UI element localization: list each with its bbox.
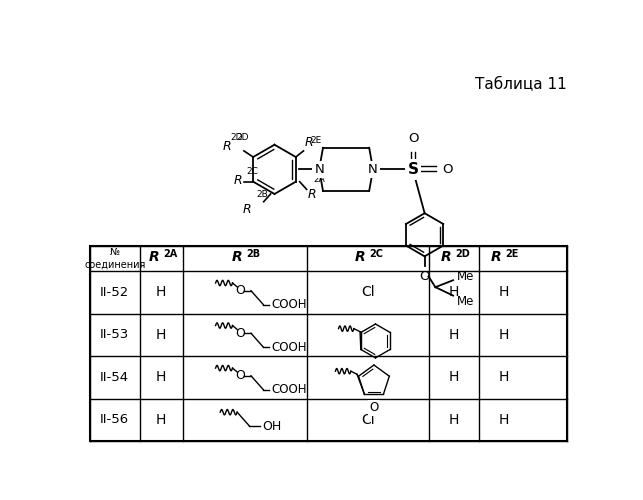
- Text: R: R: [232, 250, 242, 264]
- Text: S: S: [408, 162, 419, 177]
- Text: H: H: [449, 328, 459, 342]
- Text: №
соединения: № соединения: [84, 248, 145, 270]
- Text: R: R: [234, 174, 242, 186]
- Text: 2C: 2C: [246, 168, 258, 176]
- Text: R: R: [491, 250, 502, 264]
- Text: O: O: [235, 284, 245, 297]
- Text: 2D: 2D: [236, 134, 249, 142]
- Text: R: R: [149, 250, 159, 264]
- Text: 2D: 2D: [455, 249, 470, 259]
- Text: H: H: [498, 413, 509, 427]
- Text: 2A: 2A: [314, 175, 325, 184]
- Text: II-53: II-53: [100, 328, 129, 342]
- Text: Таблица 11: Таблица 11: [475, 77, 567, 92]
- Text: H: H: [449, 413, 459, 427]
- Text: 2E: 2E: [505, 249, 519, 259]
- Text: Cl: Cl: [361, 413, 375, 427]
- Text: R: R: [223, 140, 231, 152]
- Text: COOH: COOH: [271, 340, 307, 353]
- Text: O: O: [235, 327, 245, 340]
- Text: H: H: [449, 286, 459, 300]
- Text: II-52: II-52: [100, 286, 129, 299]
- Text: O: O: [419, 270, 430, 283]
- Text: R: R: [243, 203, 251, 216]
- Text: 2B: 2B: [246, 249, 260, 259]
- Text: H: H: [498, 286, 509, 300]
- Text: H: H: [156, 413, 167, 427]
- Text: H: H: [156, 370, 167, 384]
- Text: 2E: 2E: [311, 136, 322, 145]
- Text: COOH: COOH: [271, 383, 307, 396]
- Text: O: O: [442, 163, 453, 176]
- Text: R: R: [440, 250, 451, 264]
- Text: 2A: 2A: [163, 249, 177, 259]
- Text: R: R: [307, 188, 316, 201]
- Bar: [89, 246, 567, 441]
- Text: II-54: II-54: [100, 371, 129, 384]
- Text: 2B: 2B: [256, 190, 267, 200]
- Text: O: O: [408, 132, 419, 144]
- Text: N: N: [314, 163, 324, 176]
- Text: 2C: 2C: [369, 249, 383, 259]
- Text: H: H: [449, 370, 459, 384]
- Text: COOH: COOH: [271, 298, 307, 311]
- Text: Cl: Cl: [361, 286, 375, 300]
- Text: H: H: [156, 286, 167, 300]
- Text: II-56: II-56: [100, 414, 129, 426]
- Text: R: R: [355, 250, 365, 264]
- Text: N: N: [368, 163, 378, 176]
- Text: O: O: [235, 370, 245, 382]
- Text: R: R: [304, 136, 313, 149]
- Text: H: H: [498, 328, 509, 342]
- Text: H: H: [498, 370, 509, 384]
- Text: OH: OH: [262, 420, 281, 432]
- Text: H: H: [156, 328, 167, 342]
- Text: Me: Me: [457, 294, 475, 308]
- Text: 2D: 2D: [231, 134, 243, 142]
- Text: Me: Me: [457, 270, 475, 283]
- Text: O: O: [369, 401, 379, 414]
